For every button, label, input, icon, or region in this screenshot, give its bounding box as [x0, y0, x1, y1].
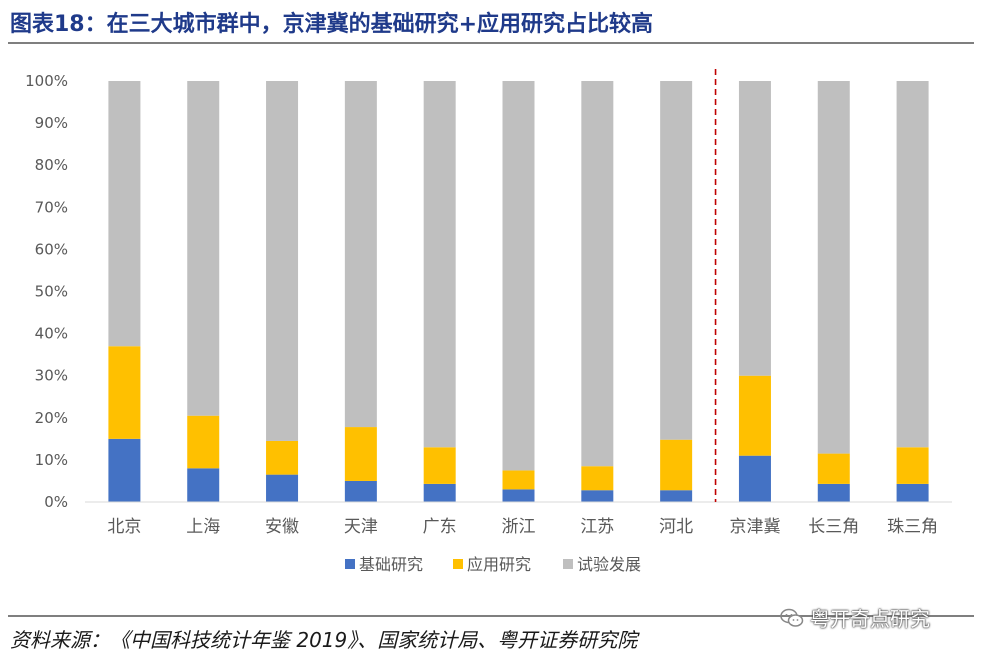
y-tick-label: 60%: [35, 240, 68, 258]
source-note: 资料来源：《中国科技统计年鉴 2019》、国家统计局、粤开证券研究院: [10, 628, 638, 652]
bar-segment: [817, 483, 850, 502]
chart-title: 图表18：在三大城市群中，京津冀的基础研究+应用研究占比较高: [10, 12, 654, 37]
legend-label: 应用研究: [467, 555, 531, 574]
bar-segment: [817, 453, 850, 484]
bar-segment: [187, 468, 220, 502]
bar-segment: [738, 81, 771, 376]
bar-segment: [896, 447, 929, 484]
x-tick-label: 上海: [186, 517, 220, 537]
title-divider: [8, 42, 974, 44]
bar-segment: [344, 81, 377, 428]
legend-swatch: [563, 559, 573, 569]
bar-segment: [266, 81, 299, 441]
bar-segment: [108, 346, 141, 439]
bar-segment: [266, 440, 299, 475]
bar-segment: [581, 490, 614, 502]
bar-segment: [660, 439, 693, 491]
bar-segment: [187, 415, 220, 469]
x-tick-label: 珠三角: [887, 517, 938, 537]
x-tick-label: 京津冀: [729, 517, 780, 537]
x-tick-label: 广东: [423, 517, 457, 537]
y-tick-label: 40%: [35, 325, 68, 343]
legend: 基础研究 应用研究 试验发展: [345, 555, 641, 574]
bar-series: [108, 81, 929, 502]
bar-segment: [423, 447, 456, 484]
bar-segment: [738, 375, 771, 456]
bar-segment: [502, 489, 535, 502]
watermark-text: 粤开奇点研究: [810, 607, 930, 631]
bar-segment: [423, 81, 456, 448]
x-tick-label: 长三角: [808, 517, 859, 537]
bar-segment: [581, 81, 614, 467]
legend-label: 基础研究: [359, 555, 423, 574]
footer-divider: [8, 615, 974, 617]
bar-segment: [344, 480, 377, 502]
y-tick-label: 50%: [35, 283, 68, 301]
x-axis: 北京 上海 安徽 天津 广东 浙江 江苏 河北 京津冀 长三角 珠三角: [85, 501, 952, 537]
x-tick-label: 天津: [344, 517, 378, 537]
x-tick-label: 江苏: [580, 517, 614, 537]
x-tick-label: 北京: [107, 517, 141, 537]
bar-segment: [187, 81, 220, 416]
bar-segment: [817, 81, 850, 454]
y-tick-label: 80%: [35, 156, 68, 174]
bar-segment: [581, 466, 614, 491]
bar-segment: [660, 490, 693, 502]
bar-segment: [502, 470, 535, 490]
x-tick-label: 安徽: [265, 517, 299, 537]
bar-segment: [266, 474, 299, 502]
bar-segment: [344, 427, 377, 481]
stacked-bar-chart: 0% 10% 20% 30% 40% 50% 60% 70% 80% 90% 100% 北京 上海 安徽…: [25, 69, 952, 574]
y-tick-label: 10%: [35, 451, 68, 469]
bar-segment: [423, 483, 456, 502]
x-tick-label: 浙江: [502, 517, 536, 537]
x-tick-label: 河北: [659, 517, 693, 537]
y-tick-label: 20%: [35, 409, 68, 427]
y-tick-label: 70%: [35, 198, 68, 216]
y-tick-label: 30%: [35, 367, 68, 385]
legend-swatch: [345, 559, 355, 569]
bar-segment: [108, 438, 141, 502]
watermark: 粤开奇点研究: [780, 603, 930, 632]
wechat-icon: [780, 608, 804, 627]
bar-segment: [896, 81, 929, 448]
y-tick-label: 90%: [35, 114, 68, 132]
bar-segment: [502, 81, 535, 471]
y-tick-label: 100%: [25, 72, 68, 90]
y-tick-label: 0%: [44, 493, 68, 511]
bar-segment: [738, 455, 771, 502]
bar-segment: [660, 81, 693, 440]
bar-segment: [108, 81, 141, 347]
bar-segment: [896, 483, 929, 502]
legend-label: 试验发展: [577, 555, 641, 574]
y-axis: 0% 10% 20% 30% 40% 50% 60% 70% 80% 90% 100%: [25, 72, 68, 511]
legend-swatch: [453, 559, 463, 569]
